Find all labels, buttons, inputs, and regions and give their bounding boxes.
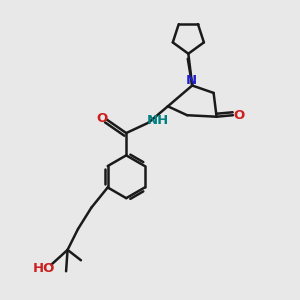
Text: O: O [96, 112, 107, 125]
Text: HO: HO [33, 262, 55, 275]
Text: O: O [234, 109, 245, 122]
Text: NH: NH [147, 114, 169, 127]
Text: N: N [186, 74, 197, 87]
